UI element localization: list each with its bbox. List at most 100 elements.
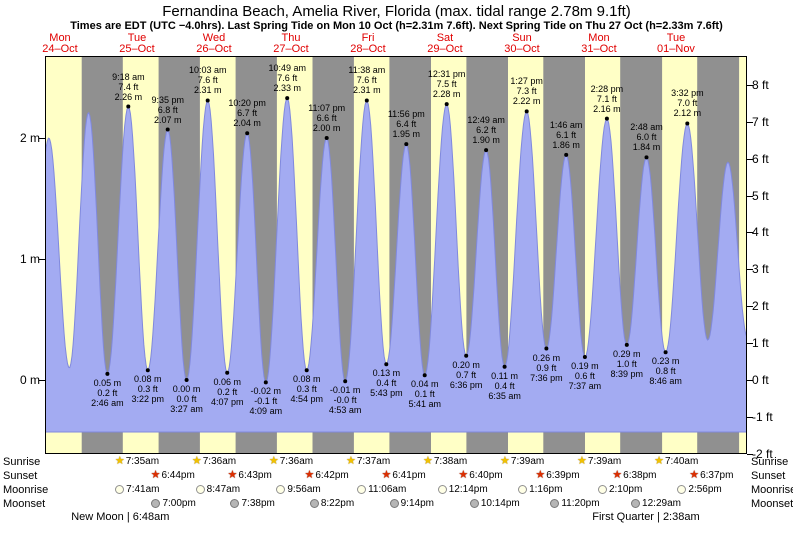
day-label: Tue 01–Nov: [644, 33, 708, 55]
annotation-line: 0.20 m: [452, 359, 480, 370]
tide-extreme-dot: [304, 368, 309, 373]
tide-extreme-dot: [582, 355, 587, 359]
annotation-line: 2.16 m: [593, 103, 621, 114]
sunrise-icon: ★: [500, 455, 510, 467]
sunset-icon: ★: [304, 469, 315, 481]
annotation-line: 0.8 ft: [655, 366, 676, 377]
right-axis-tick: [747, 343, 753, 345]
sunrise-event: ★ 7:37am: [346, 456, 390, 468]
annotation-line: 6.4 ft: [396, 119, 417, 130]
annotation-line: 7.6 ft: [277, 73, 298, 84]
left-axis-label: 1 m: [19, 252, 40, 266]
annotation-line: 1:27 pm: [510, 76, 543, 87]
day-label: Sat 29–Oct: [413, 33, 477, 55]
moonrise-label-left: Moonrise: [3, 484, 49, 496]
annotation-line: 2.22 m: [512, 96, 541, 107]
right-axis-label: -2 ft: [752, 446, 773, 461]
annotation-line: 7.3 ft: [516, 86, 537, 97]
sunrise-event: ★ 7:40am: [654, 456, 698, 468]
moonset-time: 8:22pm: [320, 498, 355, 509]
annotation-line: 7.0 ft: [677, 98, 698, 109]
left-axis-label: 0 m: [19, 373, 40, 387]
right-axis-label: 2 ft: [752, 299, 769, 314]
moonrise-time: 9:56am: [287, 484, 321, 495]
sunset-event: ★ 6:39pm: [535, 469, 579, 482]
annotation-line: 7:37 am: [568, 381, 602, 391]
day-weekday: Sat: [436, 32, 454, 44]
tide-extreme-dot: [165, 127, 170, 132]
tide-extreme-dot: [225, 370, 230, 375]
day-date: 25–Oct: [119, 43, 155, 55]
day-label: Mon 31–Oct: [567, 33, 631, 55]
annotation-line: 4:09 am: [249, 406, 283, 417]
annotation-line: 4:53 am: [328, 405, 362, 416]
annotation-line: 11:38 am: [348, 65, 386, 76]
annotation-line: 0.1 ft: [414, 389, 435, 400]
moon-phase-new-moon: New Moon | 6:48am: [71, 511, 170, 523]
annotation-line: 6.8 ft: [157, 104, 178, 115]
moonrise-time: 7:41am: [126, 484, 160, 495]
sunrise-icon: ★: [577, 455, 587, 467]
moonrise-time: 2:10pm: [608, 484, 643, 495]
sunrise-icon: ★: [268, 455, 279, 467]
right-axis-tick: [747, 380, 753, 381]
moonrise-time: 1:16pm: [529, 484, 563, 495]
day-weekday: Wed: [202, 32, 226, 44]
tide-high-annotation: 9:35 pm 6.8 ft 2.07 m: [145, 95, 191, 125]
right-axis-tick: [747, 195, 753, 197]
day-date: 26–Oct: [196, 43, 232, 55]
annotation-line: 0.06 m: [213, 376, 241, 387]
tide-extreme-dot: [404, 142, 409, 147]
annotation-line: 3:27 am: [170, 404, 203, 414]
annotation-line: 0.2 ft: [217, 386, 238, 397]
moonset-event: 7:00pm: [151, 498, 196, 509]
annotation-line: 12:31 pm: [427, 69, 466, 80]
moonset-event: 9:14pm: [389, 498, 434, 509]
moonrise-event: 1:16pm: [518, 484, 562, 495]
tide-high-annotation: 1:27 pm 7.3 ft 2.22 m: [504, 76, 550, 106]
sunset-icon: ★: [535, 469, 546, 481]
right-axis-tick: [747, 453, 753, 455]
day-weekday: Mon: [588, 32, 610, 44]
annotation-line: 2.31 m: [193, 85, 222, 96]
annotation-line: 0.13 m: [372, 368, 401, 379]
moonset-icon: [230, 499, 240, 508]
tide-low-annotation: 0.00 m 0.0 ft 3:27 am: [164, 384, 210, 414]
annotation-line: 2.33 m: [273, 83, 301, 94]
tide-extreme-dot: [384, 362, 389, 367]
left-axis-tick: [39, 380, 45, 381]
tide-low-annotation: 0.29 m 1.0 ft 8:39 pm: [604, 349, 650, 379]
moonrise-event: 12:14pm: [437, 484, 488, 495]
annotation-line: 2.04 m: [233, 118, 261, 129]
sunrise-event: ★ 7:38am: [423, 456, 467, 468]
moonset-time: 10:14pm: [480, 498, 520, 509]
annotation-line: -0.01 m: [329, 385, 361, 396]
sunset-event: ★ 6:37pm: [689, 470, 733, 482]
right-axis-tick: [747, 416, 753, 418]
annotation-line: 0.08 m: [292, 374, 321, 385]
annotation-line: 6.6 ft: [316, 113, 337, 123]
tide-extreme-dot: [484, 148, 489, 153]
right-axis-label: -1 ft: [752, 409, 773, 424]
sunrise-time: 7:36am: [279, 456, 314, 467]
sunrise-time: 7:35am: [125, 456, 160, 467]
day-date: 01–Nov: [657, 43, 695, 55]
right-axis-label: 4 ft: [752, 225, 769, 240]
tide-extreme-dot: [364, 98, 369, 103]
annotation-line: 0.26 m: [532, 352, 561, 363]
annotation-line: 7.1 ft: [596, 93, 617, 104]
annotation-line: 0.9 ft: [536, 362, 557, 373]
sunset-time: 6:42pm: [315, 470, 349, 481]
tide-low-annotation: 0.08 m 0.3 ft 3:22 pm: [125, 374, 171, 404]
sunrise-event: ★ 7:35am: [115, 456, 160, 468]
chart-title: Fernandina Beach, Amelia River, Florida …: [162, 3, 631, 20]
annotation-line: 11:56 pm: [387, 109, 425, 120]
day-label: Wed 26–Oct: [182, 33, 246, 55]
moonrise-time: 8:47am: [206, 484, 241, 495]
moonrise-label-right: Moonrise: [751, 484, 793, 496]
tide-high-annotation: 12:31 pm 7.5 ft 2.28 m: [424, 69, 470, 99]
annotation-line: 2.00 m: [312, 123, 341, 133]
moonrise-event: 11:06am: [357, 484, 406, 495]
day-label: Thu 27–Oct: [259, 33, 323, 55]
